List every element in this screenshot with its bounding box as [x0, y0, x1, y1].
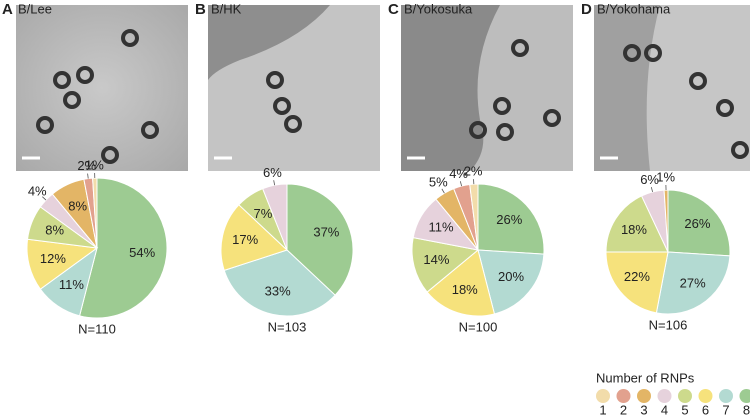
value-label: 17% — [232, 232, 258, 247]
sample-size: N=110 — [78, 321, 116, 336]
sample-size: N=106 — [649, 317, 688, 332]
pie-slice — [411, 237, 480, 293]
value-label: 11% — [429, 220, 454, 235]
leader-line — [459, 181, 462, 187]
value-label: 6% — [263, 165, 282, 180]
value-label: 8% — [45, 223, 64, 238]
value-label: 18% — [452, 282, 478, 297]
pie-slice — [426, 249, 496, 317]
sample-size: N=100 — [459, 319, 498, 334]
value-label: 8% — [68, 198, 87, 213]
value-label: 4% — [28, 183, 47, 198]
pie-slice — [220, 204, 288, 272]
leader-line — [441, 188, 445, 194]
legend-label: 6 — [702, 402, 709, 417]
value-label: 20% — [498, 269, 524, 284]
panel-title: B/HK — [211, 1, 242, 16]
legend-swatch — [596, 389, 610, 403]
leader-line — [650, 187, 653, 193]
pie-slice — [605, 195, 669, 253]
panel-letter: A — [2, 1, 13, 18]
virions — [36, 29, 749, 164]
value-label: 2% — [77, 158, 96, 173]
legend-label: 3 — [640, 402, 647, 417]
value-label: 27% — [680, 275, 706, 290]
legend-swatch — [698, 389, 713, 403]
legend-label: 4 — [661, 402, 668, 417]
legend-title: Number of RNPs — [596, 370, 695, 385]
value-label: 54% — [129, 245, 155, 260]
pie-slice — [667, 189, 731, 257]
pie-slice — [223, 249, 336, 317]
pie-slice — [605, 251, 669, 314]
leader-line — [87, 173, 89, 179]
panel-title: B/Yokosuka — [404, 1, 473, 16]
legend-swatch — [678, 389, 692, 403]
value-label: 26% — [496, 212, 522, 227]
legend-label: 1 — [599, 402, 606, 417]
legend-swatch — [719, 389, 733, 403]
value-label: 6% — [640, 172, 659, 187]
cell-membrane — [208, 5, 330, 80]
micrographs — [16, 5, 750, 171]
cell-membrane — [401, 5, 500, 171]
panel-title: B/Yokohama — [597, 1, 671, 16]
pie-slice — [655, 251, 731, 315]
pie-slice — [477, 183, 545, 255]
value-label: 22% — [624, 269, 650, 284]
value-label: 11% — [59, 277, 84, 292]
value-label: 1% — [656, 169, 675, 184]
panel-title: B/Lee — [18, 1, 52, 16]
cell-membrane — [594, 5, 660, 171]
value-label: 1% — [85, 157, 104, 172]
sample-size: N=103 — [268, 319, 307, 334]
legend-swatch — [739, 389, 750, 403]
panel-letter: D — [581, 1, 592, 18]
pie-slice — [477, 249, 545, 315]
legend-label: 2 — [620, 402, 627, 417]
value-label: 26% — [684, 216, 710, 231]
legend-swatch — [657, 389, 672, 403]
pie-slice — [262, 183, 288, 251]
value-label: 18% — [621, 222, 647, 237]
value-label: 33% — [265, 283, 291, 298]
pie-slice — [286, 183, 354, 296]
value-label: 2% — [464, 164, 483, 179]
value-label: 14% — [423, 252, 449, 267]
legend-label: 5 — [681, 402, 688, 417]
legend-swatch — [616, 389, 631, 403]
value-label: 7% — [253, 206, 272, 221]
leader-line — [273, 180, 276, 186]
panel-letter: C — [388, 1, 399, 18]
panel-letter: B — [195, 1, 206, 18]
legend-label: 8 — [743, 402, 750, 417]
leader-line — [42, 196, 47, 201]
legend-label: 7 — [722, 402, 729, 417]
micrograph — [16, 5, 188, 171]
legend-swatch — [637, 389, 651, 403]
pie-slice — [78, 177, 168, 319]
value-label: 37% — [313, 224, 339, 239]
value-label: 4% — [449, 166, 468, 181]
value-label: 12% — [40, 251, 66, 266]
value-label: 5% — [429, 174, 448, 189]
